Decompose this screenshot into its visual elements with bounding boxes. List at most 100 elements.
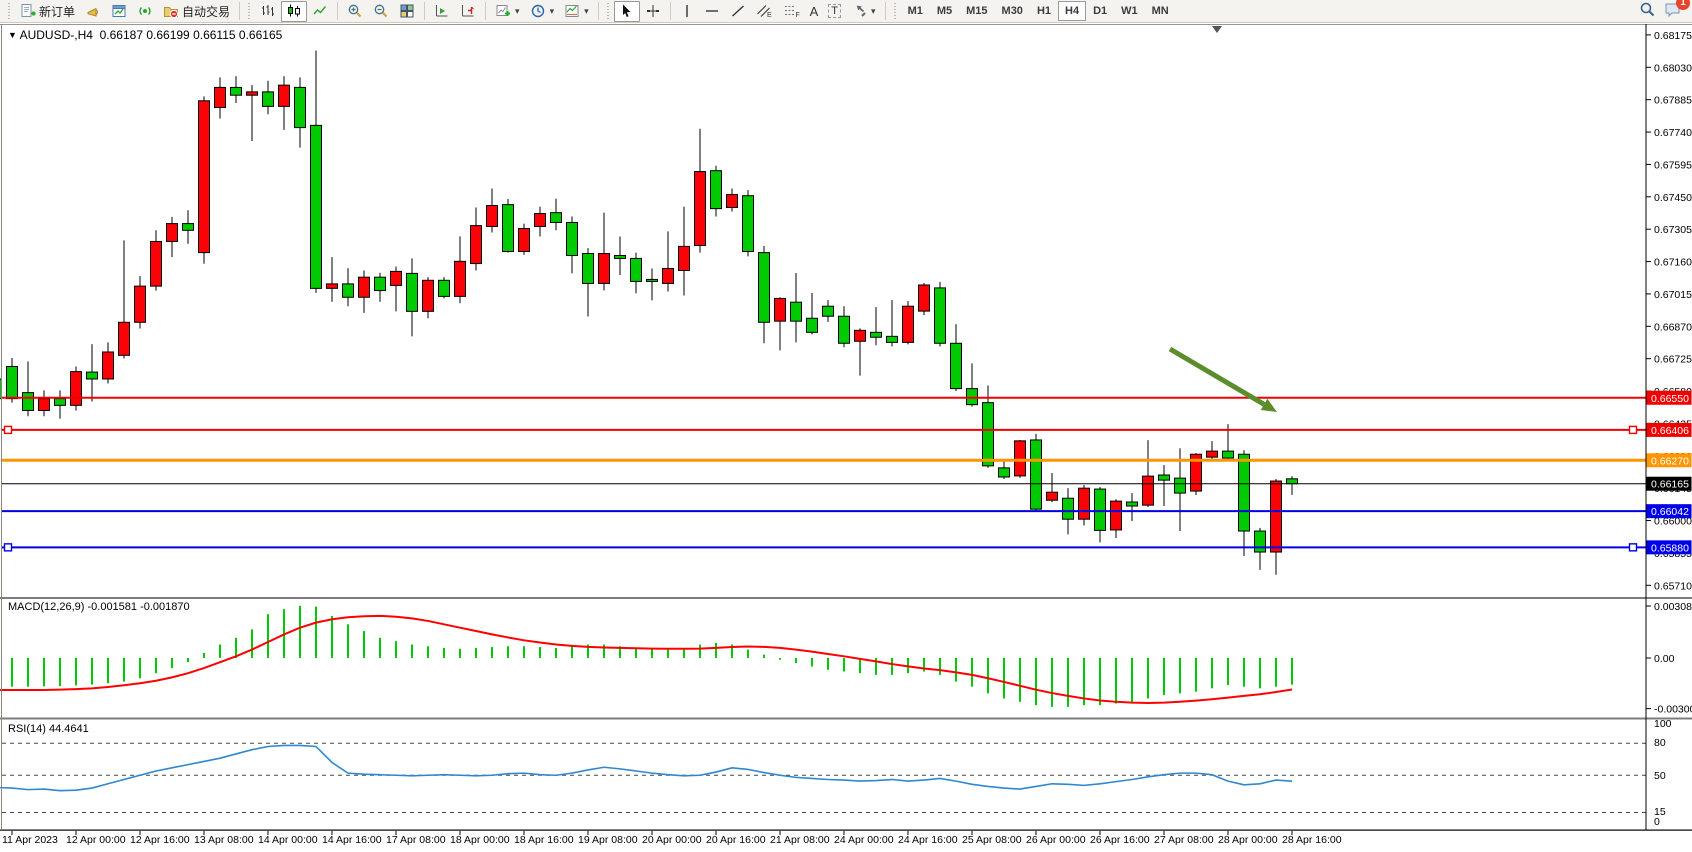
- notifications-icon[interactable]: 1: [1664, 0, 1690, 21]
- svg-text:0.67595: 0.67595: [1654, 159, 1692, 171]
- text-label-icon: T: [828, 4, 842, 18]
- auto-trading-button[interactable]: 自动交易: [158, 1, 235, 22]
- line-chart-icon: [312, 3, 328, 19]
- periods-icon: [530, 3, 546, 19]
- svg-text:28 Apr 00:00: 28 Apr 00:00: [1218, 834, 1278, 846]
- hline-handle[interactable]: [3, 543, 13, 552]
- svg-text:0.67015: 0.67015: [1654, 289, 1692, 301]
- horizontal-line-tool[interactable]: [699, 1, 725, 22]
- fibonacci-tool[interactable]: F: [778, 1, 805, 22]
- line-chart-button[interactable]: [307, 1, 333, 22]
- periods-button[interactable]: ▾: [525, 1, 560, 22]
- megaphone-button[interactable]: [80, 1, 106, 22]
- hline-handle[interactable]: [1628, 543, 1638, 552]
- chart-window-button[interactable]: [106, 1, 132, 22]
- svg-text:24 Apr 16:00: 24 Apr 16:00: [898, 834, 958, 846]
- svg-text:0.66406: 0.66406: [1651, 425, 1689, 437]
- shapes-tool[interactable]: ▾: [846, 1, 881, 22]
- bar-chart-button[interactable]: [255, 1, 281, 22]
- tf-mn[interactable]: MN: [1151, 5, 1169, 17]
- tf-d1[interactable]: D1: [1093, 5, 1108, 17]
- symbol-dropdown-icon[interactable]: ▼: [8, 30, 17, 40]
- templates-button[interactable]: ▾: [559, 1, 594, 22]
- tf-m30[interactable]: M30: [1001, 5, 1023, 17]
- chart-shift-button[interactable]: [455, 1, 481, 22]
- zoom-in-icon: [347, 3, 363, 19]
- cursor-icon: [619, 3, 635, 19]
- svg-text:50: 50: [1654, 770, 1666, 782]
- tf-w1[interactable]: W1: [1121, 5, 1138, 17]
- channel-icon: E: [756, 3, 773, 19]
- zoom-out-button[interactable]: [368, 1, 394, 22]
- chart-title: ▼ AUDUSD-,H4 0.66187 0.66199 0.66115 0.6…: [8, 28, 283, 42]
- text-tool-icon: A: [809, 3, 819, 19]
- price-label-0.66406: 0.66406: [1646, 422, 1692, 437]
- hline-handle[interactable]: [3, 425, 13, 435]
- search-icon[interactable]: [1639, 1, 1656, 21]
- tf-h1[interactable]: H1: [1036, 5, 1051, 17]
- zoom-in-button[interactable]: [342, 1, 368, 22]
- arrow-object[interactable]: [1168, 346, 1277, 412]
- signal-icon: [137, 3, 153, 19]
- new-order-icon: [20, 3, 36, 19]
- macd-indicator-label: MACD(12,26,9) -0.001581 -0.001870: [8, 601, 190, 613]
- price-label-0.66165: 0.66165: [1646, 476, 1692, 491]
- candlestick-chart-icon: [286, 3, 302, 19]
- toolbar-grip: [7, 3, 12, 19]
- cursor-button[interactable]: [613, 0, 640, 22]
- hline-objects[interactable]: [2, 396, 1646, 552]
- new-order-button[interactable]: 新订单: [15, 1, 80, 22]
- channel-tool[interactable]: E: [751, 1, 778, 22]
- rsi-line: [0, 744, 1293, 792]
- signal-button[interactable]: [132, 1, 158, 22]
- svg-text:19 Apr 08:00: 19 Apr 08:00: [578, 834, 638, 846]
- crosshair-button[interactable]: [640, 1, 666, 22]
- svg-text:0.66725: 0.66725: [1654, 354, 1692, 366]
- svg-text:0.66000: 0.66000: [1654, 516, 1692, 528]
- svg-text:26 Apr 16:00: 26 Apr 16:00: [1090, 834, 1150, 846]
- macd-panel[interactable]: [0, 605, 1293, 707]
- auto-scroll-button[interactable]: [429, 1, 455, 22]
- main-toolbar: 新订单 自动交易: [0, 0, 1692, 23]
- macd-signal-line: [0, 614, 1293, 704]
- svg-text:24 Apr 00:00: 24 Apr 00:00: [834, 834, 894, 846]
- tf-h4[interactable]: H4: [1058, 1, 1087, 21]
- shapes-caret-icon: ▾: [871, 5, 876, 16]
- candlestick-series: [0, 50, 1298, 575]
- chart-background: [0, 24, 1692, 852]
- auto-trading-icon: [163, 3, 179, 19]
- svg-text:0: 0: [1654, 816, 1660, 828]
- panel-borders: [0, 24, 1692, 831]
- text-label-tool[interactable]: T: [823, 1, 846, 22]
- shapes-icon: [851, 3, 867, 19]
- time-axis: 11 Apr 2023 12 Apr 00:00 12 Apr 16:00 13 Ap…: [2, 831, 1342, 846]
- rsi-panel[interactable]: [0, 742, 1646, 814]
- hline-handle[interactable]: [1628, 425, 1638, 435]
- tf-m1[interactable]: M1: [907, 5, 923, 17]
- svg-text:0.66042: 0.66042: [1651, 506, 1689, 518]
- svg-text:20 Apr 16:00: 20 Apr 16:00: [706, 834, 766, 846]
- rsi-indicator-label: RSI(14) 44.4641: [8, 723, 89, 735]
- tf-m5[interactable]: M5: [936, 5, 953, 17]
- price-label-0.66270: 0.66270: [1646, 453, 1692, 468]
- candlestick-chart-button[interactable]: [281, 0, 308, 22]
- vertical-line-tool[interactable]: [675, 1, 699, 22]
- svg-text:0.00: 0.00: [1654, 653, 1675, 665]
- chart-shift-marker[interactable]: [1212, 26, 1222, 33]
- svg-text:80: 80: [1654, 737, 1666, 749]
- templates-icon: [564, 3, 580, 19]
- svg-text:0.67305: 0.67305: [1654, 224, 1692, 236]
- indicators-button[interactable]: ▾: [490, 1, 525, 22]
- svg-text:17 Apr 08:00: 17 Apr 08:00: [386, 834, 446, 846]
- tf-m15[interactable]: M15: [966, 5, 988, 17]
- price-label-0.66042: 0.66042: [1646, 504, 1692, 519]
- svg-text:26 Apr 00:00: 26 Apr 00:00: [1026, 834, 1086, 846]
- svg-text:18 Apr 00:00: 18 Apr 00:00: [450, 834, 510, 846]
- svg-text:F: F: [795, 12, 799, 19]
- text-tool[interactable]: A: [805, 1, 824, 22]
- svg-text:13 Apr 08:00: 13 Apr 08:00: [194, 834, 254, 846]
- trendline-tool[interactable]: [725, 1, 751, 22]
- svg-text:0.67450: 0.67450: [1654, 192, 1692, 204]
- tile-windows-button[interactable]: [394, 1, 420, 22]
